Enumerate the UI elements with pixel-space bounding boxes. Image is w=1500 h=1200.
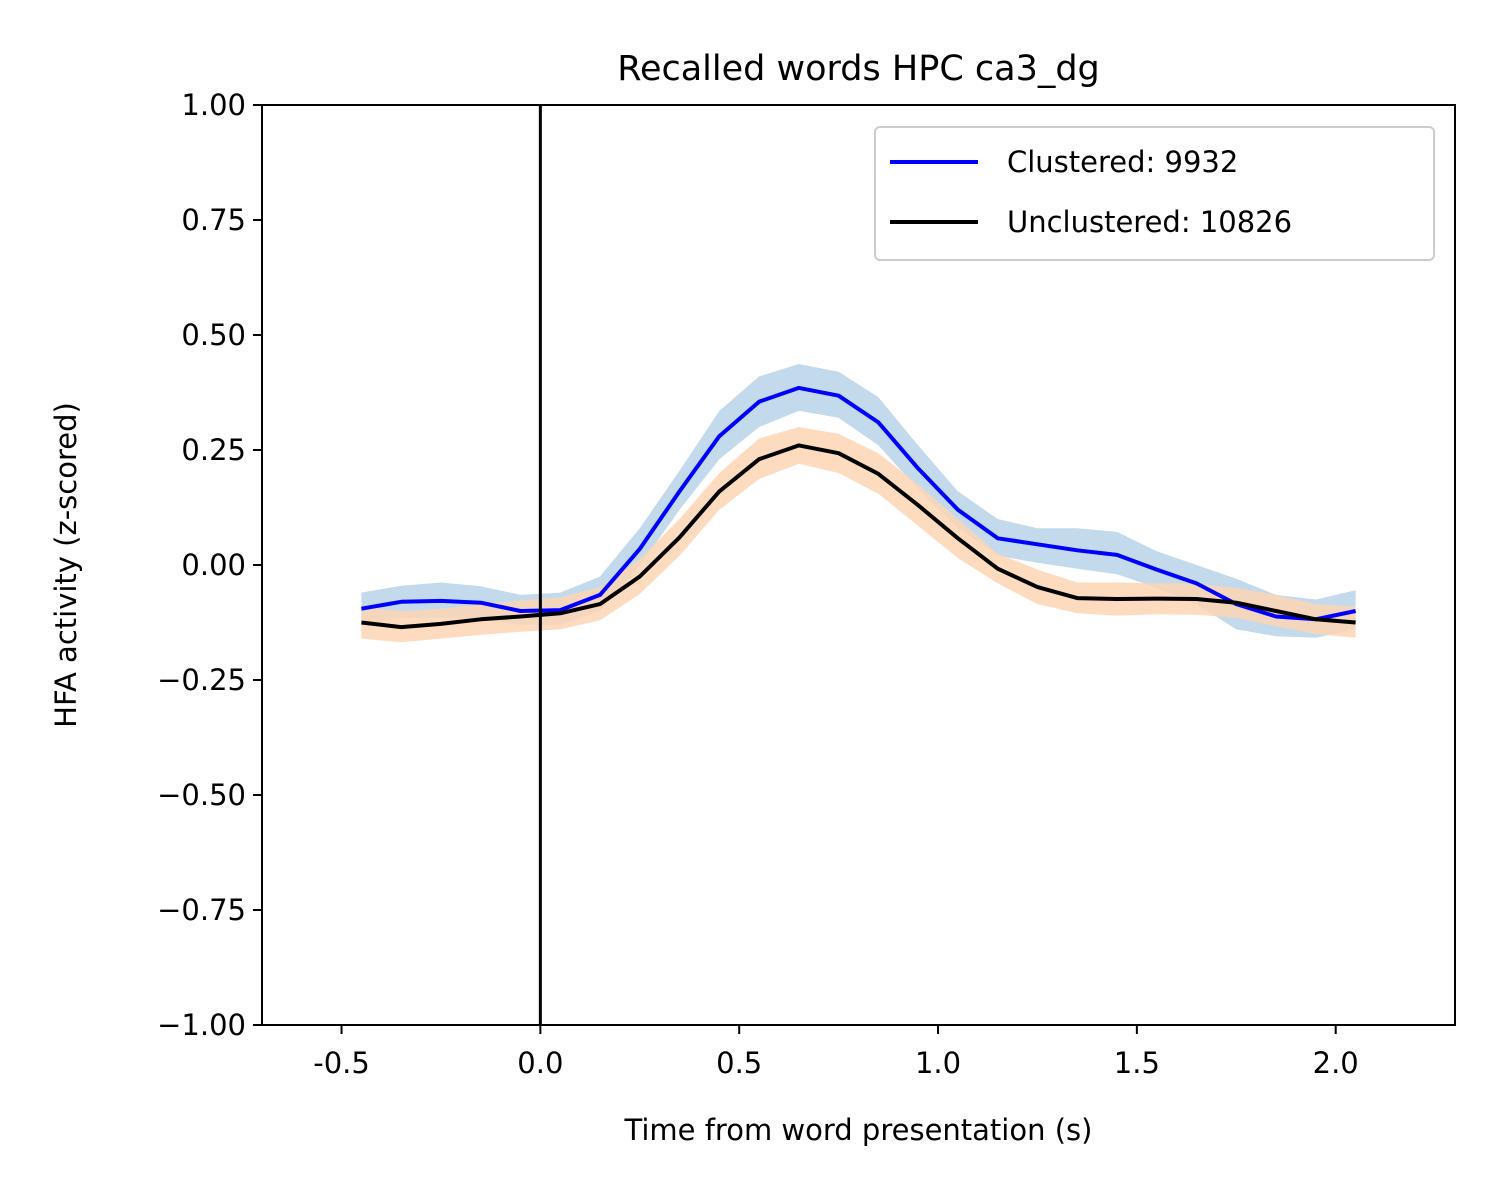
x-tick-label: 1.5 <box>1114 1046 1160 1080</box>
legend-label-2: Unclustered: 10826 <box>1007 205 1292 239</box>
x-tick-label: 2.0 <box>1313 1046 1359 1080</box>
y-tick-label: 0.00 <box>181 548 246 582</box>
legend-box <box>874 126 1435 261</box>
x-tick-label: 0.0 <box>517 1046 563 1080</box>
y-tick-label: 0.25 <box>181 433 246 467</box>
x-axis: -0.5 0.0 0.5 1.0 1.5 2.0 <box>313 1025 1359 1080</box>
y-axis-title: HFA activity (z-scored) <box>49 402 83 728</box>
chart-title: Recalled words HPC ca3_dg <box>617 49 1100 89</box>
x-axis-title: Time from word presentation (s) <box>624 1113 1093 1147</box>
y-tick-label: −0.50 <box>157 778 246 812</box>
confidence-band-2 <box>361 427 1356 643</box>
confidence-band-1 <box>361 364 1356 638</box>
series-line-1 <box>361 385 1357 622</box>
x-tick-label: -0.5 <box>313 1046 370 1080</box>
legend-label-1: Clustered: 9932 <box>1007 145 1238 179</box>
y-tick-label: 1.00 <box>181 88 246 122</box>
confidence-bands <box>361 364 1356 643</box>
series-lines <box>361 385 1357 630</box>
y-tick-label: 0.50 <box>181 318 246 352</box>
y-tick-label: −1.00 <box>157 1008 246 1042</box>
legend: Clustered: 9932 Unclustered: 10826 <box>874 126 1435 261</box>
series-line-2 <box>361 443 1356 630</box>
y-tick-label: −0.75 <box>157 893 246 927</box>
y-axis: 1.00 0.75 0.50 0.25 0.00 −0.25 −0.50 −0.75 −1.00 <box>157 88 262 1042</box>
y-tick-label: 0.75 <box>181 203 246 237</box>
x-tick-label: 1.0 <box>915 1046 961 1080</box>
y-tick-label: −0.25 <box>157 663 246 697</box>
x-tick-label: 0.5 <box>716 1046 762 1080</box>
